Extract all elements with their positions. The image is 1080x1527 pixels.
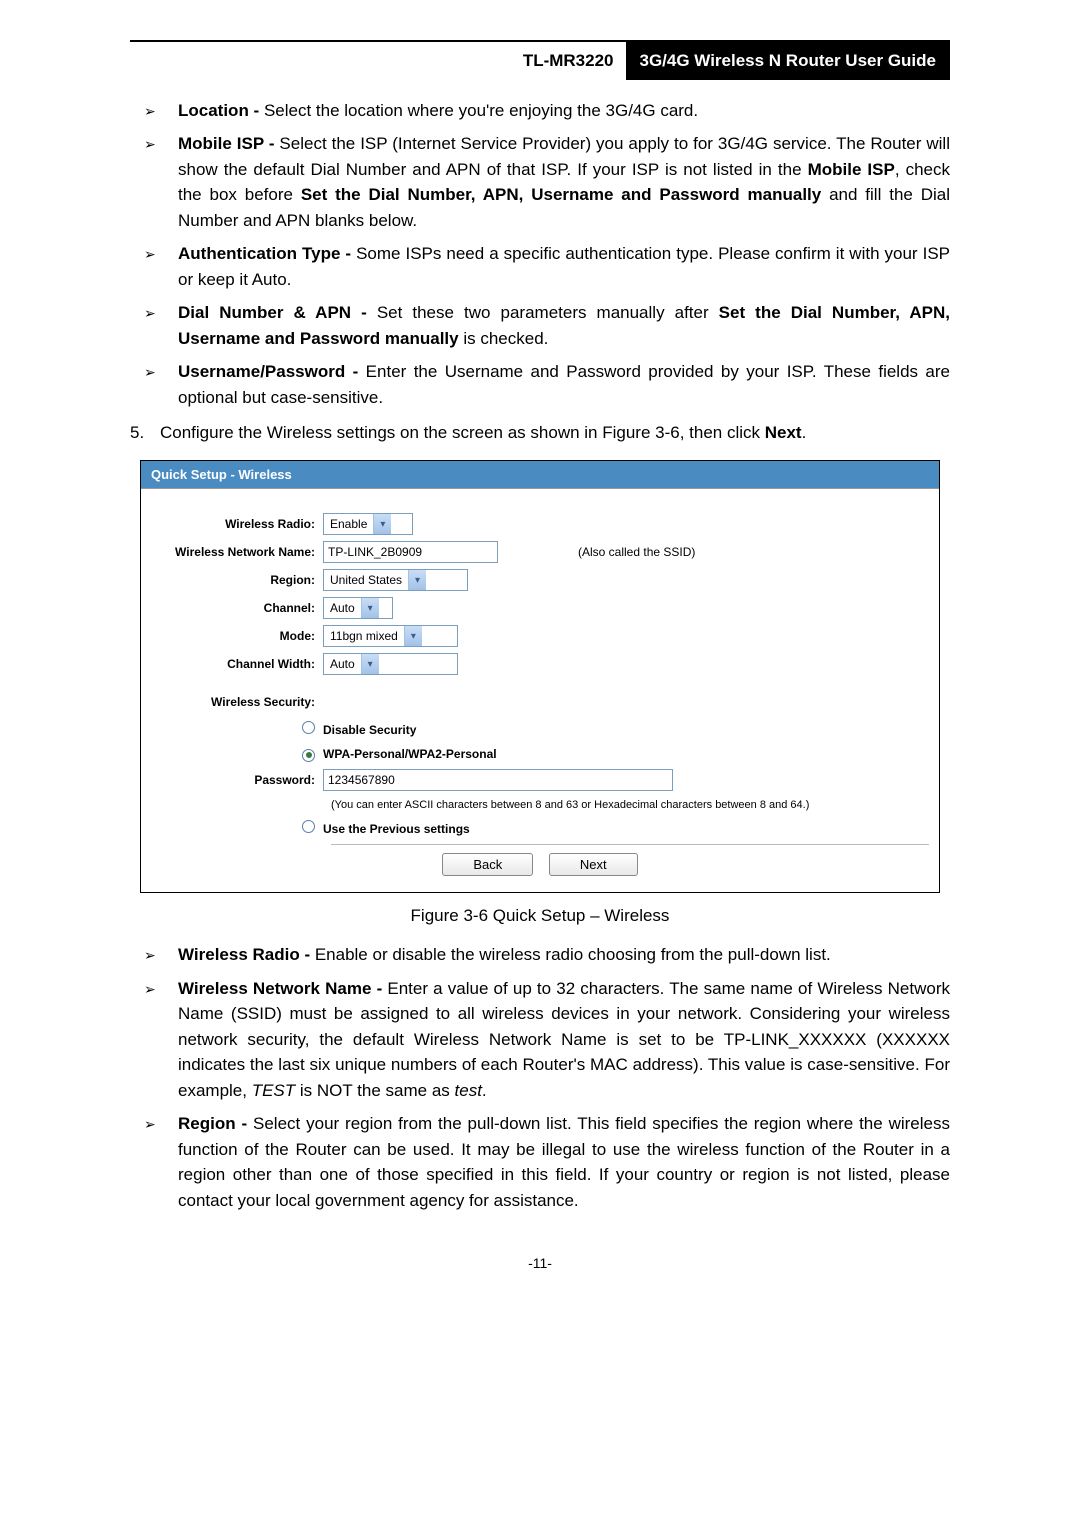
mode-label: Mode: bbox=[151, 627, 323, 645]
channel-width-label: Channel Width: bbox=[151, 655, 323, 673]
wireless-radio-label: Wireless Radio: bbox=[151, 515, 323, 533]
region-label: Region: bbox=[151, 571, 323, 589]
password-label: Password: bbox=[151, 771, 323, 789]
list-item: Dial Number & APN - Set these two parame… bbox=[144, 300, 950, 351]
lead: Authentication Type - bbox=[178, 244, 351, 263]
network-name-input[interactable] bbox=[323, 541, 498, 563]
select-value: Auto bbox=[324, 599, 361, 617]
bold-text: Mobile ISP bbox=[808, 160, 895, 179]
password-input[interactable] bbox=[323, 769, 673, 791]
chevron-down-icon: ▾ bbox=[408, 570, 426, 590]
previous-settings-option: Use the Previous settings bbox=[323, 820, 470, 838]
lead: Location - bbox=[178, 101, 259, 120]
step-5: 5. Configure the Wireless settings on th… bbox=[130, 420, 950, 446]
body-text: Select your region from the pull-down li… bbox=[178, 1114, 950, 1210]
disable-security-option: Disable Security bbox=[323, 721, 416, 739]
list-item: Location - Select the location where you… bbox=[144, 98, 950, 124]
panel-title: Quick Setup - Wireless bbox=[141, 461, 939, 490]
panel-body: Wireless Radio: Enable ▾ Wireless Networ… bbox=[141, 489, 939, 892]
region-select[interactable]: United States ▾ bbox=[323, 569, 468, 591]
step-text: Configure the Wireless settings on the s… bbox=[160, 420, 950, 446]
italic-text: test bbox=[455, 1081, 482, 1100]
chevron-down-icon: ▾ bbox=[373, 514, 391, 534]
body-text: is checked. bbox=[459, 329, 549, 348]
lead: Username/Password - bbox=[178, 362, 358, 381]
body-text: Configure the Wireless settings on the s… bbox=[160, 423, 765, 442]
select-value: United States bbox=[324, 571, 408, 589]
top-bullet-list: Location - Select the location where you… bbox=[130, 98, 950, 411]
channel-select[interactable]: Auto ▾ bbox=[323, 597, 393, 619]
bold-text: Set the Dial Number, APN, Username and P… bbox=[301, 185, 821, 204]
list-item: Region - Select your region from the pul… bbox=[144, 1111, 950, 1213]
list-item: Username/Password - Enter the Username a… bbox=[144, 359, 950, 410]
quick-setup-panel: Quick Setup - Wireless Wireless Radio: E… bbox=[140, 460, 940, 893]
lead: Wireless Network Name - bbox=[178, 979, 382, 998]
chevron-down-icon: ▾ bbox=[361, 598, 379, 618]
select-value: 11bgn mixed bbox=[324, 627, 404, 645]
body-text: . bbox=[802, 423, 807, 442]
channel-width-select[interactable]: Auto ▾ bbox=[323, 653, 458, 675]
body-text: . bbox=[482, 1081, 487, 1100]
page-header: TL-MR3220 3G/4G Wireless N Router User G… bbox=[130, 42, 950, 80]
select-value: Auto bbox=[324, 655, 361, 673]
select-value: Enable bbox=[324, 515, 373, 533]
body-text: Set these two parameters manually after bbox=[367, 303, 719, 322]
bold-text: Next bbox=[765, 423, 802, 442]
bottom-bullet-list: Wireless Radio - Enable or disable the w… bbox=[130, 942, 950, 1213]
guide-title: 3G/4G Wireless N Router User Guide bbox=[626, 42, 951, 80]
list-item: Wireless Network Name - Enter a value of… bbox=[144, 976, 950, 1104]
wpa-option: WPA-Personal/WPA2-Personal bbox=[323, 745, 497, 763]
list-item: Mobile ISP - Select the ISP (Internet Se… bbox=[144, 131, 950, 233]
mode-select[interactable]: 11bgn mixed ▾ bbox=[323, 625, 458, 647]
figure-caption: Figure 3-6 Quick Setup – Wireless bbox=[130, 903, 950, 929]
lead: Dial Number & APN - bbox=[178, 303, 367, 322]
model-label: TL-MR3220 bbox=[523, 42, 626, 80]
radio-previous-settings[interactable] bbox=[302, 820, 315, 833]
page-number: -11- bbox=[130, 1253, 950, 1274]
security-label: Wireless Security: bbox=[151, 693, 323, 711]
next-button[interactable]: Next bbox=[549, 853, 638, 876]
italic-text: TEST bbox=[252, 1081, 295, 1100]
step-number: 5. bbox=[130, 420, 160, 446]
radio-disable-security[interactable] bbox=[302, 721, 315, 734]
chevron-down-icon: ▾ bbox=[404, 626, 422, 646]
body-text: Enable or disable the wireless radio cho… bbox=[310, 945, 831, 964]
body-text: is NOT the same as bbox=[295, 1081, 454, 1100]
body-text: Select the location where you're enjoyin… bbox=[259, 101, 698, 120]
wireless-radio-select[interactable]: Enable ▾ bbox=[323, 513, 413, 535]
lead: Region - bbox=[178, 1114, 247, 1133]
back-button[interactable]: Back bbox=[442, 853, 533, 876]
chevron-down-icon: ▾ bbox=[361, 654, 379, 674]
list-item: Wireless Radio - Enable or disable the w… bbox=[144, 942, 950, 968]
channel-label: Channel: bbox=[151, 599, 323, 617]
radio-wpa[interactable] bbox=[302, 749, 315, 762]
lead: Wireless Radio - bbox=[178, 945, 310, 964]
network-name-label: Wireless Network Name: bbox=[151, 543, 323, 561]
password-hint: (You can enter ASCII characters between … bbox=[331, 797, 929, 814]
list-item: Authentication Type - Some ISPs need a s… bbox=[144, 241, 950, 292]
ssid-hint: (Also called the SSID) bbox=[578, 543, 695, 561]
lead: Mobile ISP - bbox=[178, 134, 274, 153]
radio-dot-icon bbox=[306, 752, 312, 758]
